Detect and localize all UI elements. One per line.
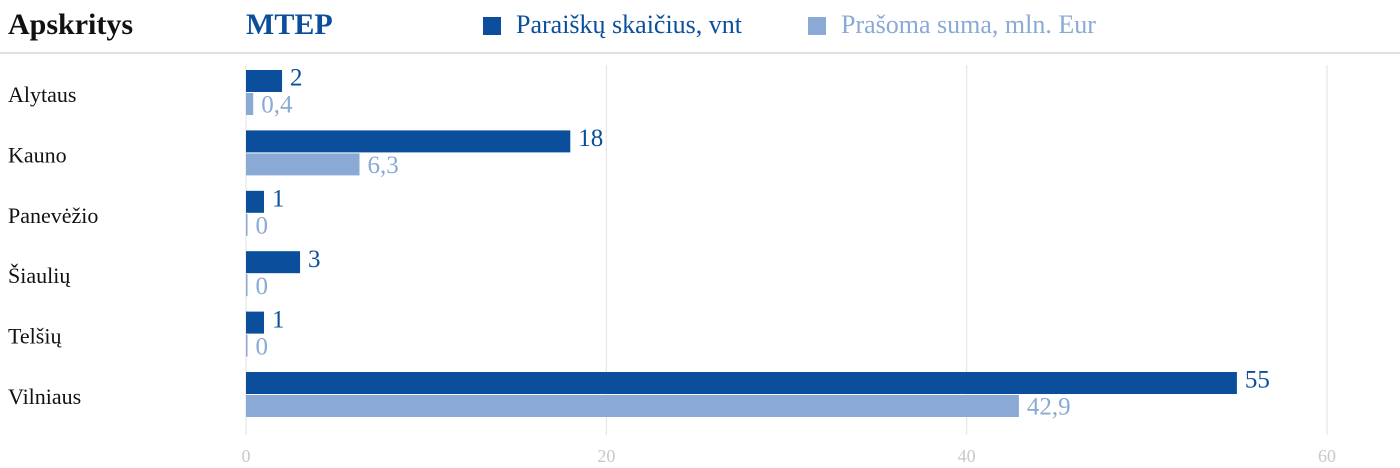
value-label: 0 bbox=[256, 273, 269, 300]
bar bbox=[246, 213, 248, 236]
bar bbox=[246, 311, 265, 334]
y-tick-label: Šiaulių bbox=[8, 263, 71, 288]
x-tick-label: 60 bbox=[1318, 446, 1336, 466]
y-tick-label: Telšių bbox=[8, 324, 62, 349]
legend-swatch bbox=[483, 17, 501, 35]
bar bbox=[246, 274, 248, 297]
bar bbox=[246, 93, 254, 115]
value-label: 0 bbox=[256, 333, 269, 360]
y-tick-label: Alytaus bbox=[8, 82, 76, 107]
bar bbox=[246, 153, 360, 176]
y-tick-label: Panevėžio bbox=[8, 203, 98, 228]
legend-swatch bbox=[808, 17, 826, 35]
axis-label: Apskritys bbox=[8, 8, 133, 41]
value-label: 3 bbox=[308, 246, 321, 273]
value-label: 0,4 bbox=[261, 92, 293, 119]
x-tick-label: 40 bbox=[958, 446, 976, 466]
value-label: 55 bbox=[1245, 367, 1270, 394]
y-tick-label: Vilniaus bbox=[8, 384, 81, 409]
value-label: 18 bbox=[578, 125, 603, 152]
legend-label: Prašoma suma, mln. Eur bbox=[841, 10, 1096, 39]
value-label: 6,3 bbox=[368, 152, 399, 179]
value-label: 0 bbox=[256, 213, 269, 240]
bar bbox=[246, 70, 283, 92]
value-label: 1 bbox=[272, 186, 285, 213]
bar bbox=[246, 334, 248, 357]
chart-title: MTEP bbox=[246, 8, 333, 41]
bar bbox=[246, 251, 301, 274]
value-label: 1 bbox=[272, 306, 285, 333]
bar bbox=[246, 190, 265, 213]
bar bbox=[246, 130, 571, 153]
x-tick-label: 0 bbox=[242, 446, 251, 466]
bar bbox=[246, 372, 1237, 394]
value-label: 2 bbox=[290, 65, 303, 92]
bar bbox=[246, 395, 1019, 417]
y-tick-label: Kauno bbox=[8, 142, 67, 167]
value-label: 42,9 bbox=[1027, 394, 1071, 421]
x-tick-label: 20 bbox=[597, 446, 615, 466]
legend-label: Paraiškų skaičius, vnt bbox=[516, 10, 743, 39]
